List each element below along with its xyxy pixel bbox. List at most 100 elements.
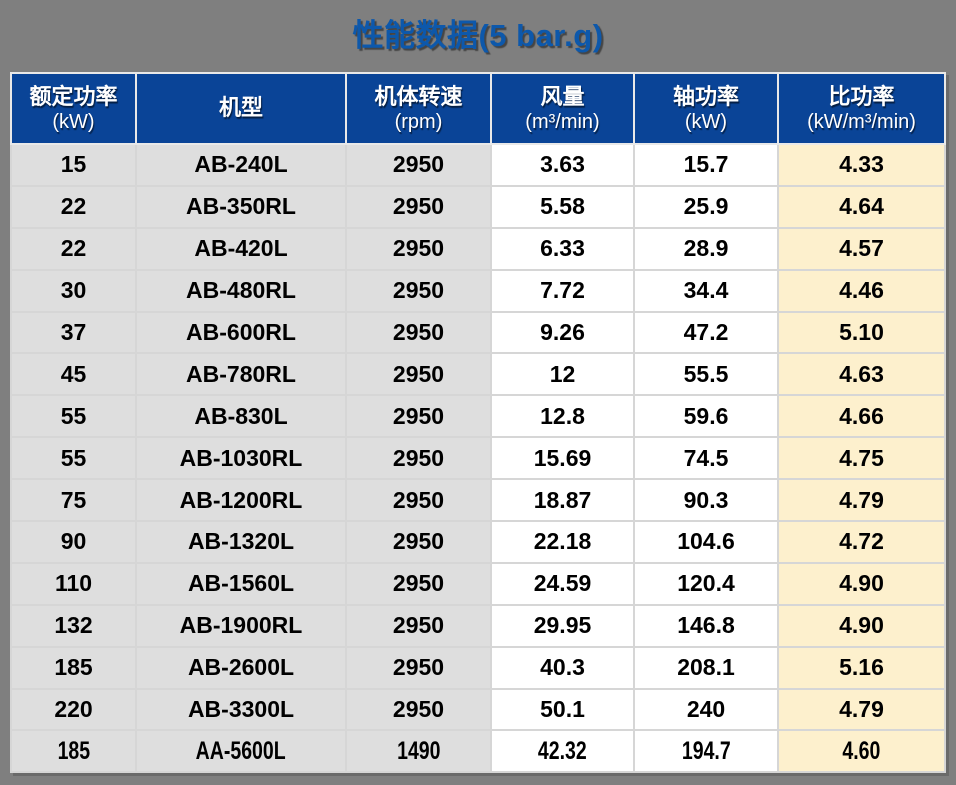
table-cell: 90.3 — [633, 478, 779, 523]
table-cell: AB-1320L — [135, 520, 347, 564]
cell-value: 146.8 — [677, 612, 735, 639]
cell-value: 2950 — [392, 319, 445, 345]
column-header-rotation-speed: 机体转速 (rpm) — [345, 72, 492, 145]
table-cell: 55 — [10, 394, 137, 439]
cell-value: 55 — [60, 444, 87, 471]
cell-value: 74.5 — [683, 444, 729, 471]
cell-value: 15.69 — [533, 444, 592, 471]
table-cell: AB-600RL — [135, 310, 347, 355]
cell-value: 25.9 — [683, 193, 729, 220]
cell-value: 34.4 — [683, 277, 729, 304]
table-row: 45 AB-780RL 2950 12 55.5 4.63 — [10, 352, 946, 397]
table-cell: 4.79 — [777, 478, 946, 523]
table-cell: 220 — [10, 687, 137, 732]
table-row: 22 AB-420L 2950 6.33 28.9 4.57 — [10, 226, 946, 271]
cell-value: 15 — [60, 151, 87, 178]
table-cell: 2950 — [345, 352, 492, 397]
cell-value: 28.9 — [683, 235, 729, 262]
cell-value: 37 — [60, 319, 87, 345]
table-cell: AB-1560L — [135, 561, 347, 606]
table-cell: 132 — [10, 603, 137, 648]
table-cell: 146.8 — [633, 603, 779, 648]
cell-value: AB-780RL — [186, 360, 296, 387]
cell-value: 4.90 — [839, 612, 884, 639]
column-label: 机体转速 — [374, 83, 463, 109]
table-cell: 2950 — [345, 520, 492, 564]
table-cell: 4.60 — [777, 729, 946, 774]
table-cell: 42.32 — [490, 729, 635, 774]
cell-value: 12 — [549, 360, 576, 387]
cell-value: 30 — [60, 277, 87, 304]
cell-value: 22 — [60, 193, 87, 220]
cell-value: AB-480RL — [186, 277, 296, 304]
table-cell: 4.79 — [777, 687, 946, 732]
table-cell: 2950 — [345, 268, 492, 313]
cell-value: 12.8 — [540, 402, 585, 429]
cell-value: 50.1 — [540, 696, 585, 723]
cell-value: 18.87 — [533, 486, 592, 513]
table-cell: 55.5 — [633, 352, 779, 397]
table-cell: 75 — [10, 478, 137, 523]
table-row: 55 AB-830L 2950 12.8 59.6 4.66 — [10, 394, 946, 439]
table-cell: 104.6 — [633, 520, 779, 564]
table-cell: 120.4 — [633, 561, 779, 606]
cell-value: 2950 — [392, 570, 445, 597]
table-cell: 59.6 — [633, 394, 779, 439]
cell-value: AB-1030RL — [179, 444, 303, 471]
table-cell: 1490 — [345, 729, 492, 774]
table-row: 90 AB-1320L 2950 22.18 104.6 4.72 — [10, 520, 946, 564]
table-cell: 2950 — [345, 645, 492, 690]
cell-value: 42.32 — [538, 736, 587, 765]
table-cell: 4.46 — [777, 268, 946, 313]
cell-value: 4.66 — [839, 402, 884, 429]
table-cell: 2950 — [345, 394, 492, 439]
table-cell: AB-420L — [135, 226, 347, 271]
cell-value: 40.3 — [540, 654, 585, 681]
table-body: 15 AB-240L 2950 3.63 15.7 4.33 22 AB-350RL 2950 5… — [10, 143, 946, 774]
cell-value: 90.3 — [683, 486, 729, 513]
table-cell: 2950 — [345, 226, 492, 271]
table-cell: AA-5600L — [135, 729, 347, 774]
table-cell: 4.57 — [777, 226, 946, 271]
table-cell: 34.4 — [633, 268, 779, 313]
cell-value: 4.64 — [839, 193, 884, 220]
cell-value: 22 — [60, 235, 87, 262]
cell-value: 104.6 — [677, 528, 735, 555]
table-cell: 5.10 — [777, 310, 946, 355]
table-cell: 194.7 — [633, 729, 779, 774]
table-row: 30 AB-480RL 2950 7.72 34.4 4.46 — [10, 268, 946, 313]
table-cell: 18.87 — [490, 478, 635, 523]
table-cell: 15.7 — [633, 143, 779, 187]
table-cell: 4.63 — [777, 352, 946, 397]
cell-value: 2950 — [392, 360, 445, 387]
table-cell: 7.72 — [490, 268, 635, 313]
table-cell: 22 — [10, 184, 137, 229]
column-unit: (kW) — [52, 111, 95, 134]
table-row: 75 AB-1200RL 2950 18.87 90.3 4.79 — [10, 478, 946, 523]
cell-value: 220 — [54, 696, 93, 723]
table-cell: 4.90 — [777, 603, 946, 648]
table-header-row: 额定功率 (kW) 机型 机体转速 (rpm) 风量 (m³/min) 轴功率 … — [10, 72, 946, 145]
column-label: 额定功率 — [29, 83, 118, 109]
cell-value: AB-350RL — [186, 193, 296, 220]
column-header-specific-power: 比功率 (kW/m³/min) — [777, 72, 946, 145]
table-cell: 12.8 — [490, 394, 635, 439]
cell-value: AB-1320L — [187, 528, 295, 555]
table-cell: AB-780RL — [135, 352, 347, 397]
cell-value: 110 — [54, 570, 93, 597]
cell-value: 2950 — [392, 151, 445, 178]
table-cell: AB-3300L — [135, 687, 347, 732]
cell-value: 6.33 — [540, 235, 585, 262]
table-cell: 2950 — [345, 310, 492, 355]
cell-value: AB-1900RL — [179, 612, 303, 639]
table-cell: 5.16 — [777, 645, 946, 690]
table-cell: 47.2 — [633, 310, 779, 355]
cell-value: 2950 — [392, 444, 445, 471]
table-cell: 22 — [10, 226, 137, 271]
table-cell: 9.26 — [490, 310, 635, 355]
cell-value: 120.4 — [677, 570, 735, 597]
table-cell: 208.1 — [633, 645, 779, 690]
table-cell: 2950 — [345, 603, 492, 648]
table-row: 220 AB-3300L 2950 50.1 240 4.79 — [10, 687, 946, 732]
table-row: 110 AB-1560L 2950 24.59 120.4 4.90 — [10, 561, 946, 606]
